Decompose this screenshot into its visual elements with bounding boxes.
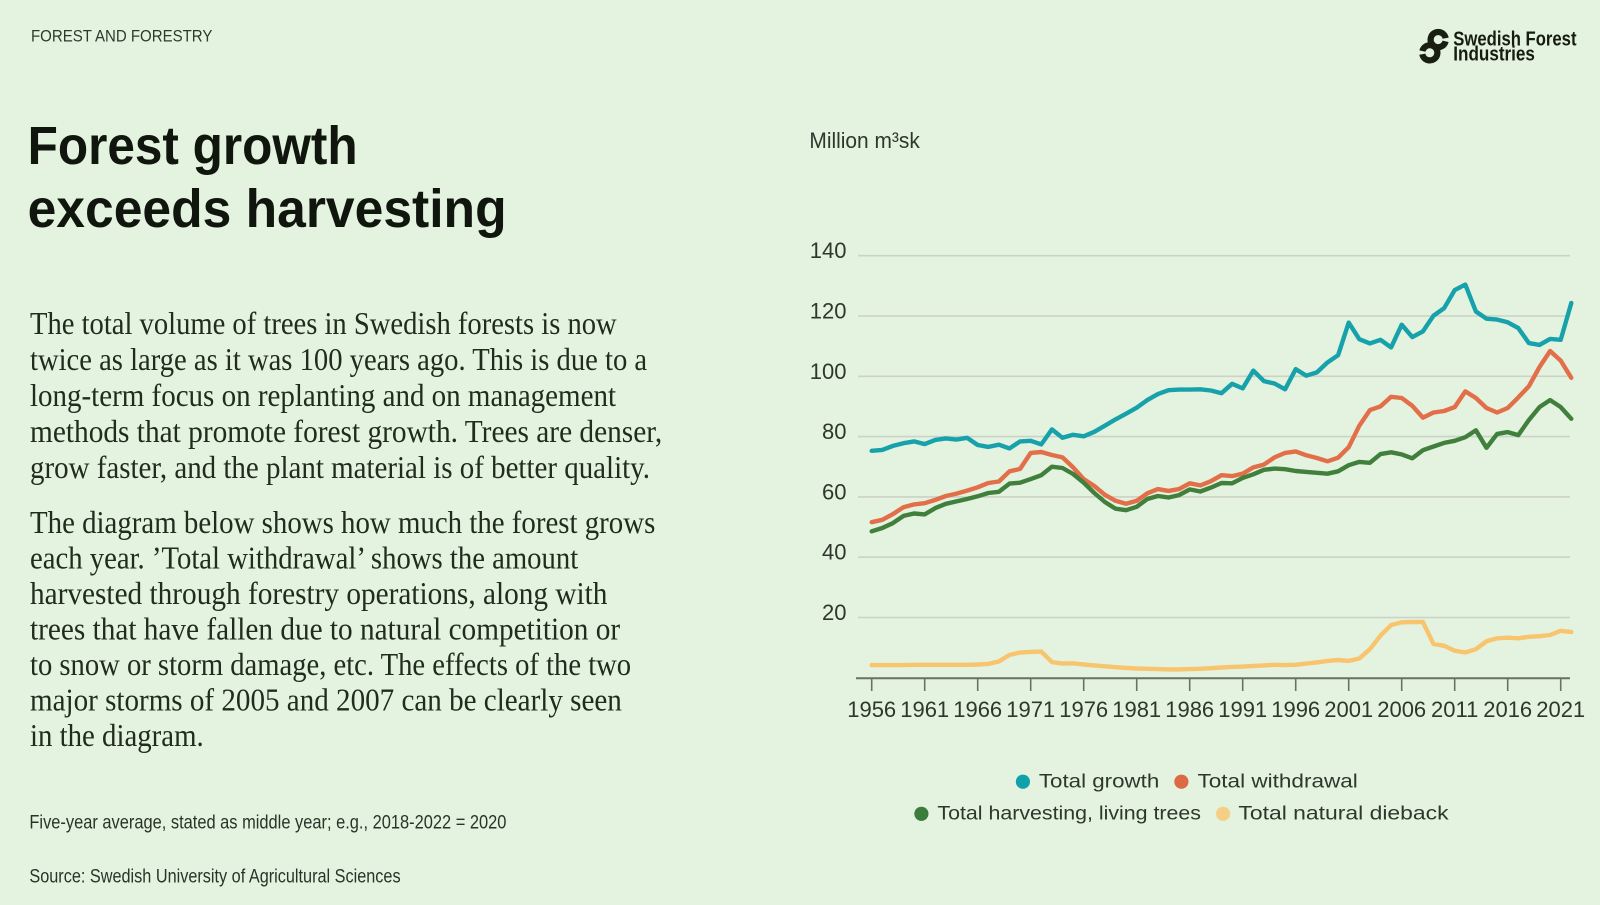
svg-text:The total volume of trees in S: The total volume of trees in Swedish for…: [30, 305, 617, 341]
svg-text:Total growth: Total growth: [1039, 772, 1159, 793]
svg-text:2021: 2021: [1536, 697, 1585, 722]
svg-text:Industries: Industries: [1453, 44, 1535, 66]
svg-text:in the diagram.: in the diagram.: [30, 717, 204, 753]
svg-text:1996: 1996: [1271, 697, 1320, 722]
svg-text:Total harvesting, living trees: Total harvesting, living trees: [937, 804, 1201, 825]
svg-text:100: 100: [810, 359, 847, 384]
svg-text:20: 20: [822, 600, 846, 625]
svg-text:1971: 1971: [1006, 697, 1055, 722]
svg-text:Swedish Forest: Swedish Forest: [1453, 28, 1576, 50]
svg-text:major storms of 2005 and 2007: major storms of 2005 and 2007 can be cle…: [30, 682, 622, 718]
svg-text:methods that promote forest gr: methods that promote forest growth. Tree…: [30, 413, 662, 449]
svg-text:twice as large as it was 100 y: twice as large as it was 100 years ago. …: [30, 341, 647, 377]
svg-text:The diagram below shows how mu: The diagram below shows how much the for…: [30, 504, 655, 540]
svg-text:140: 140: [810, 238, 847, 263]
svg-text:each year. ’Total withdrawal’: each year. ’Total withdrawal’ shows the …: [30, 540, 578, 576]
svg-text:2001: 2001: [1324, 697, 1373, 722]
svg-text:1966: 1966: [953, 697, 1002, 722]
svg-text:1961: 1961: [900, 697, 949, 722]
svg-text:long-term focus on replanting: long-term focus on replanting and on man…: [30, 377, 616, 413]
svg-text:trees that have fallen due to: trees that have fallen due to natural co…: [30, 611, 620, 647]
svg-text:1986: 1986: [1165, 697, 1214, 722]
svg-text:Source: Swedish University of: Source: Swedish University of Agricultur…: [29, 867, 400, 888]
svg-text:40: 40: [822, 540, 846, 565]
svg-text:to snow or storm damage, etc.: to snow or storm damage, etc. The effect…: [30, 646, 631, 682]
svg-text:Total withdrawal: Total withdrawal: [1198, 772, 1358, 793]
svg-text:grow faster, and the plant mat: grow faster, and the plant material is o…: [30, 449, 650, 485]
svg-text:Million m³sk: Million m³sk: [809, 128, 920, 153]
svg-text:1956: 1956: [847, 697, 896, 722]
svg-text:1981: 1981: [1112, 697, 1161, 722]
svg-text:harvested through forestry ope: harvested through forestry operations, a…: [30, 575, 607, 611]
svg-text:2016: 2016: [1483, 697, 1532, 722]
svg-text:Forest growth: Forest growth: [28, 116, 358, 176]
svg-text:80: 80: [822, 419, 846, 444]
svg-text:2006: 2006: [1377, 697, 1426, 722]
svg-text:Total natural dieback: Total natural dieback: [1238, 804, 1449, 825]
svg-text:Five-year average, stated as m: Five-year average, stated as middle year…: [29, 812, 506, 833]
svg-text:120: 120: [810, 299, 847, 324]
svg-text:60: 60: [822, 479, 846, 504]
svg-text:2011: 2011: [1431, 697, 1478, 722]
svg-text:FOREST AND FORESTRY: FOREST AND FORESTRY: [31, 27, 212, 46]
svg-text:1976: 1976: [1059, 697, 1108, 722]
svg-text:1991: 1991: [1218, 697, 1267, 722]
svg-text:exceeds harvesting: exceeds harvesting: [28, 179, 507, 239]
